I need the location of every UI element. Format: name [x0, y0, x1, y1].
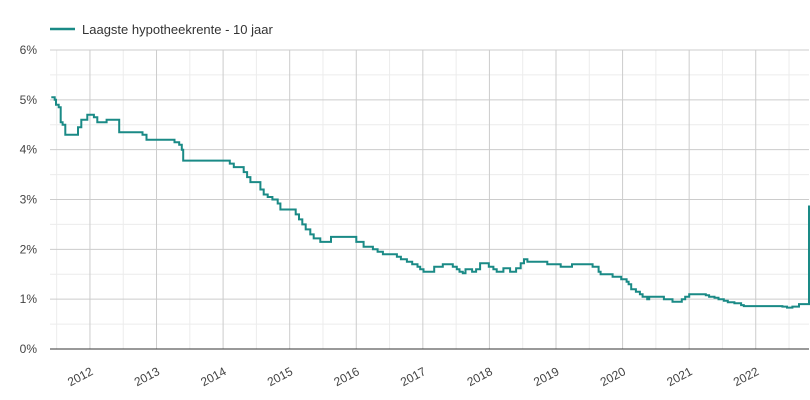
grid-major	[50, 49, 809, 349]
y-axis-ticks: 0% 1% 2% 3% 4% 5% 6%	[20, 43, 38, 356]
x-tick-label: 2020	[598, 364, 628, 389]
x-tick-label: 2017	[398, 364, 428, 389]
legend-label: Laagste hypotheekrente - 10 jaar	[82, 22, 273, 37]
x-tick-label: 2021	[664, 364, 694, 389]
x-tick-label: 2015	[265, 364, 295, 389]
x-tick-label: 2016	[332, 364, 362, 389]
y-tick-label: 1%	[20, 292, 38, 306]
y-tick-label: 0%	[20, 342, 38, 356]
x-axis-ticks: 2012 2013 2014 2015 2016 2017 2018 2019 2020 2021…	[65, 364, 761, 389]
x-tick-label: 2019	[531, 364, 561, 389]
legend[interactable]: Laagste hypotheekrente - 10 jaar	[50, 22, 273, 37]
y-tick-label: 6%	[20, 43, 38, 57]
x-tick-label: 2014	[198, 364, 228, 389]
series-line-mortgage-rate[interactable]	[51, 96, 810, 309]
y-tick-label: 5%	[20, 93, 38, 107]
x-tick-label: 2012	[65, 364, 95, 389]
x-tick-label: 2018	[465, 364, 495, 389]
y-tick-label: 3%	[20, 193, 38, 207]
y-tick-label: 4%	[20, 143, 38, 157]
y-tick-label: 2%	[20, 242, 38, 256]
x-tick-label: 2022	[731, 364, 761, 389]
x-tick-label: 2013	[132, 364, 162, 389]
